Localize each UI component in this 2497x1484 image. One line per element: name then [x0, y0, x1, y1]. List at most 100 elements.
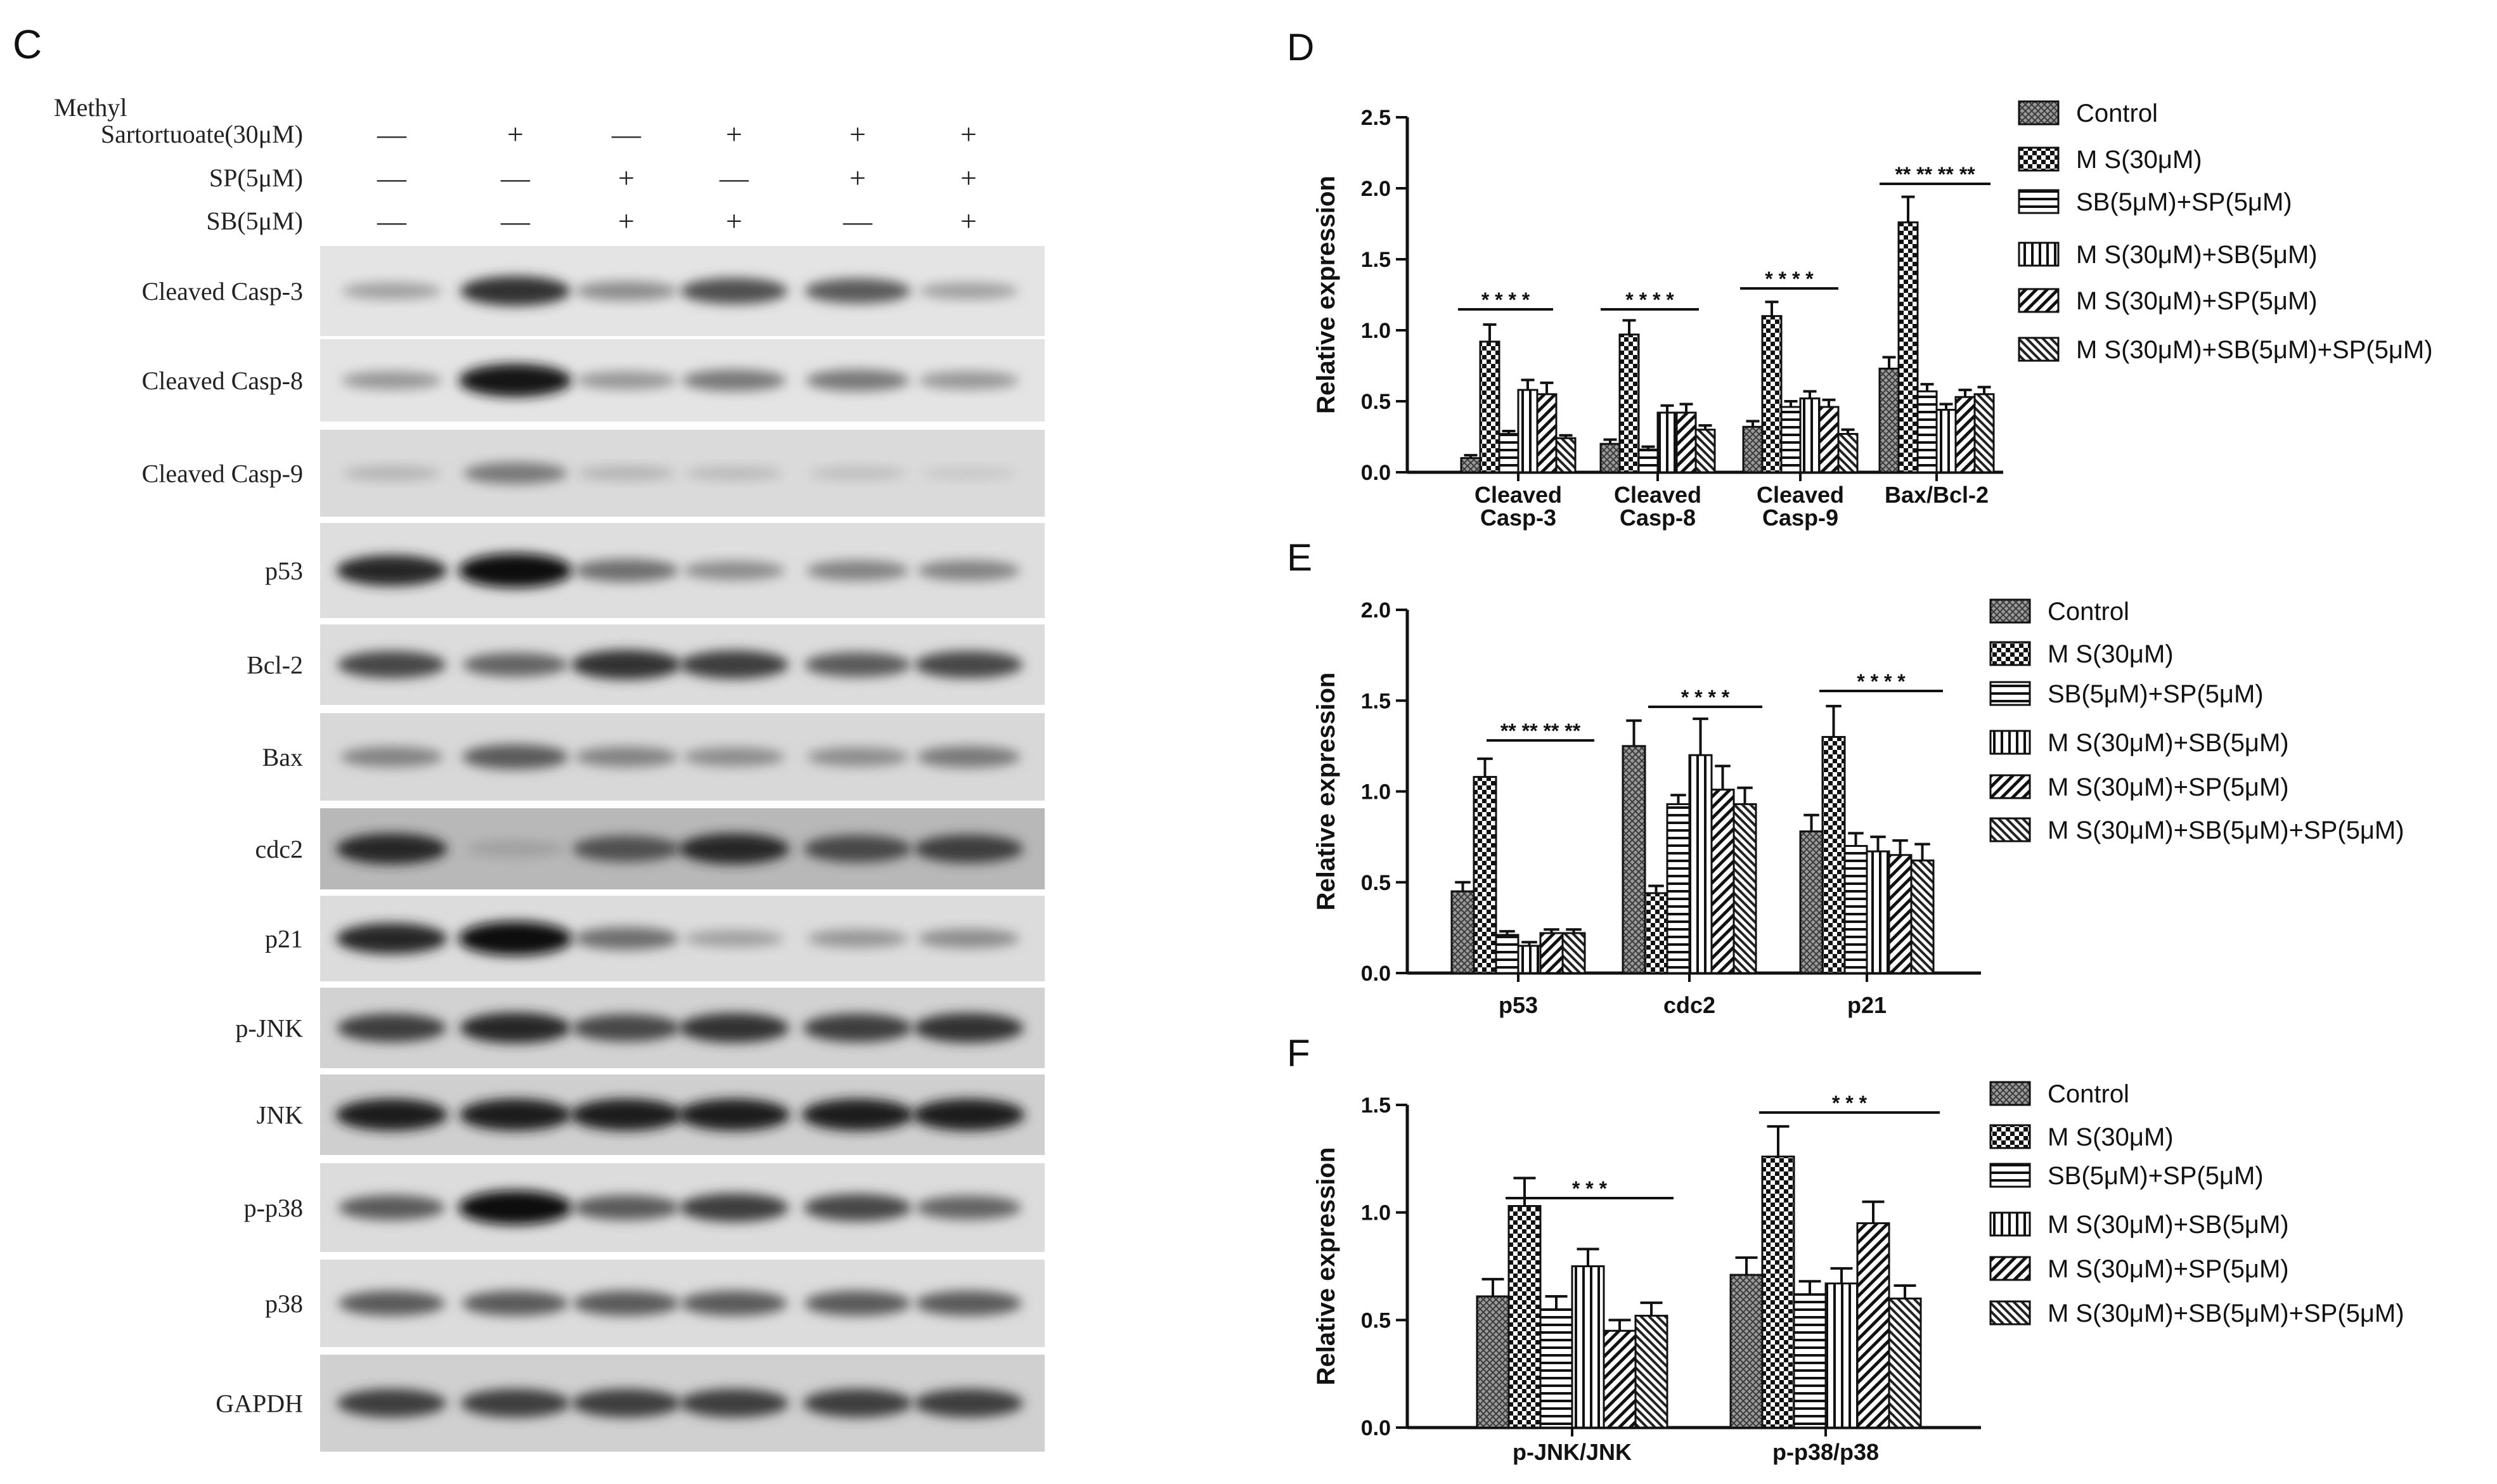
legend-swatch [2018, 288, 2060, 313]
legend-label: SB(5μM)+SP(5μM) [2076, 188, 2292, 216]
bar [1536, 393, 1558, 474]
treatment-sign: — [500, 162, 531, 194]
panel-letter: E [1287, 536, 1312, 579]
blot-band [682, 369, 786, 392]
legend-label: M S(30μM)+SP(5μM) [2048, 1255, 2289, 1283]
bar [1622, 745, 1646, 974]
legend-swatch [1989, 1081, 2031, 1106]
legend-swatch [1989, 1124, 2031, 1149]
bar [1799, 830, 1824, 974]
bar [1656, 411, 1678, 474]
bar [1555, 437, 1577, 474]
blot-label: cdc2 [255, 835, 303, 863]
category-label: p-JNK/JNK [1513, 1439, 1632, 1465]
y-tick-label: 1.5 [1361, 1094, 1391, 1118]
treatment-sign: — [377, 118, 407, 150]
blot-band [336, 923, 448, 954]
bar [1916, 390, 1938, 474]
blot-band [912, 1099, 1025, 1131]
panel-letter-c: C [13, 22, 42, 67]
blot-band [913, 1013, 1024, 1043]
treatment-sign: + [960, 205, 977, 237]
significance-stars: * * * * [1857, 670, 1906, 693]
treatment-label-line1: Methyl [54, 93, 127, 122]
blot-label: p-JNK [235, 1014, 303, 1043]
y-tick-label: 2.0 [1361, 177, 1391, 201]
bar [1818, 406, 1840, 474]
bar [1910, 859, 1935, 974]
legend-label: M S(30μM)+SB(5μM) [2076, 241, 2318, 269]
category-label: Bax/Bcl-2 [1885, 482, 1989, 508]
blot-band [679, 650, 789, 679]
bar [1897, 221, 1919, 474]
category-label: Casp-3 [1480, 505, 1556, 531]
significance-stars: ** ** ** ** [1500, 719, 1581, 742]
legend-label: M S(30μM)+SB(5μM) [2048, 729, 2289, 757]
legend-label: Control [2076, 100, 2158, 127]
legend-swatch [1989, 774, 2031, 799]
blot-band [678, 833, 790, 865]
blot-band [577, 465, 676, 481]
blot-band [918, 371, 1019, 390]
blot-label: p21 [265, 925, 303, 953]
legend-swatch [1989, 681, 2031, 706]
blot-label: Bax [262, 743, 303, 771]
y-axis-label: Relative expression [1312, 673, 1340, 911]
y-tick-label: 0.0 [1361, 461, 1391, 485]
bar [1888, 1297, 1922, 1429]
blot-band [919, 282, 1019, 300]
bar [1780, 406, 1802, 474]
blot-label: GAPDH [216, 1390, 303, 1418]
category-label: cdc2 [1663, 992, 1715, 1018]
y-tick-label: 0.5 [1361, 1308, 1391, 1332]
blot-band [462, 1291, 569, 1316]
blot-label: Bcl-2 [247, 651, 303, 680]
blot-band [458, 363, 572, 397]
blot-band [573, 1291, 680, 1316]
blot-band [806, 560, 909, 581]
blot-band [341, 371, 442, 390]
treatment-sign: — [377, 205, 407, 237]
significance-stars: * * * * [1481, 288, 1530, 311]
bar [1450, 890, 1475, 974]
bar-charts: D 0.0 0.5 1.0 1.5 2.0 2.5 Relative expression Cl… [1287, 26, 2433, 1465]
blot-band [571, 650, 681, 680]
blot-band [803, 1389, 913, 1417]
blot-band [458, 1190, 572, 1225]
blot-band [574, 559, 679, 582]
bar [1821, 736, 1846, 974]
blot-band [806, 747, 909, 767]
blot-band [458, 553, 572, 588]
bar [1799, 397, 1821, 474]
blot-label: Cleaved Casp-9 [142, 460, 303, 488]
bar [1761, 315, 1783, 474]
panel-letter: F [1287, 1032, 1310, 1074]
legend-swatch [1989, 598, 2031, 624]
bar [1637, 448, 1659, 474]
blot-band [803, 1194, 912, 1222]
bar [1539, 932, 1564, 974]
blot-band [339, 1291, 445, 1316]
blot-band [685, 466, 783, 481]
chart-d: D 0.0 0.5 1.0 1.5 2.0 2.5 Relative expression Cl… [1287, 26, 2433, 531]
blot-band [462, 744, 569, 770]
blot-band [917, 560, 1020, 581]
bar [1824, 1282, 1859, 1429]
y-tick-label: 1.0 [1361, 780, 1391, 804]
legend-label: Control [2048, 1080, 2129, 1108]
bar [1866, 850, 1890, 974]
bar [1954, 396, 1976, 474]
blot-band [340, 746, 443, 768]
bar [1644, 892, 1668, 974]
y-tick-label: 0.0 [1361, 1416, 1391, 1440]
bar [1539, 1308, 1573, 1429]
category-label: Casp-8 [1620, 505, 1696, 531]
bar [1561, 932, 1586, 974]
legend-label: M S(30μM)+SB(5μM)+SP(5μM) [2076, 336, 2433, 364]
blot-band [679, 1389, 789, 1417]
bar [1732, 803, 1757, 974]
y-tick-label: 1.5 [1361, 248, 1391, 272]
blot-band [463, 462, 567, 484]
bar [1688, 754, 1713, 974]
y-tick-label: 1.5 [1361, 689, 1391, 713]
